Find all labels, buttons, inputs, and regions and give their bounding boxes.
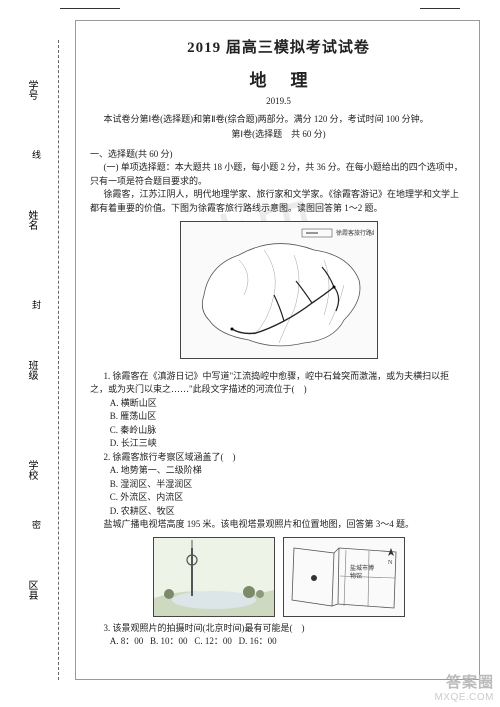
side-label-studentno: 学号 — [24, 80, 39, 100]
tv-tower-scene — [154, 538, 274, 616]
q2-opt-b: B. 湿润区、半湿润区 — [90, 478, 467, 492]
exam-date: 2019.5 — [90, 95, 467, 109]
q1-stem: 1. 徐霞客在《滇游日记》中写道"江流捣崆中愈骤，崆中石耸突而激湍，或为夫横扫以… — [90, 370, 467, 397]
q3-opt-a: A. 8：00 — [110, 636, 144, 646]
q2-opt-a: A. 地势第一、二级阶梯 — [90, 464, 467, 478]
figure-1-box: 徐霞客旅行路线 — [180, 221, 378, 359]
figure-2: 盐城市博 物馆 N — [90, 537, 467, 617]
side-label-school: 学校 — [24, 460, 39, 480]
china-map-svg: 徐霞客旅行路线 — [184, 225, 374, 355]
question-2: 2. 徐霞客旅行考察区域涵盖了( ) A. 地势第一、二级阶梯 B. 湿润区、半… — [90, 451, 467, 519]
svg-text:盐城市博: 盐城市博 — [350, 564, 374, 572]
q2-opt-d: D. 农耕区、牧区 — [90, 505, 467, 519]
q1-opt-a: A. 横断山区 — [90, 397, 467, 411]
q3-stem: 3. 该景观照片的拍摄时间(北京时间)最有可能是( ) — [90, 622, 467, 636]
svg-text:N: N — [388, 560, 393, 566]
q2-stem: 2. 徐霞客旅行考察区域涵盖了( ) — [90, 451, 467, 465]
intro-2: 盐城广播电视塔高度 195 米。该电视塔景观照片和位置地图，回答第 3～4 题。 — [90, 518, 467, 532]
exam-title: 2019 届高三模拟考试试卷 — [90, 37, 467, 60]
part1-heading: 第Ⅰ卷(选择题 共 60 分) — [90, 128, 467, 142]
section-1: 一、选择题(共 60 分) (一) 单项选择题：本大题共 18 小题，每小题 2… — [90, 148, 467, 216]
side-label-name: 姓名 — [24, 210, 39, 230]
binding-dashed-line — [58, 40, 59, 680]
section1-heading: 一、选择题(共 60 分) — [90, 148, 467, 162]
svg-text:物馆: 物馆 — [350, 572, 362, 580]
figure-1: 徐霞客旅行路线 — [90, 221, 467, 364]
q3-opt-c: C. 12：00 — [194, 636, 232, 646]
question-3: 3. 该景观照片的拍摄时间(北京时间)最有可能是( ) A. 8：00 B. 1… — [90, 622, 467, 649]
subject-title: 地理 — [90, 68, 467, 94]
section1-sub: (一) 单项选择题：本大题共 18 小题，每小题 2 分，共 36 分。在每小题… — [90, 161, 467, 188]
exam-page: 水印 学号 线 姓名 封 班级 学校 密 区县 2019 届高三模拟考试试卷 地… — [0, 0, 500, 707]
side-label-class: 班级 — [24, 360, 39, 380]
figure-2-left — [153, 537, 275, 617]
q1-opt-d: D. 长江三峡 — [90, 437, 467, 451]
seal-line-3: 密 — [30, 520, 43, 531]
q2-opt-c: C. 外流区、内流区 — [90, 491, 467, 505]
q3-opt-b: B. 10：00 — [150, 636, 188, 646]
q1-opt-c: C. 秦岭山脉 — [90, 424, 467, 438]
figure-1-caption: 徐霞客旅行路线 — [336, 229, 374, 237]
rule-line-right — [420, 8, 460, 9]
source-stamp: 答案圈 MXQE.COM — [434, 671, 494, 703]
q3-opt-d: D. 16：00 — [239, 636, 277, 646]
location-map: 盐城市博 物馆 N — [284, 538, 404, 616]
content-frame: 2019 届高三模拟考试试卷 地理 2019.5 本试卷分第Ⅰ卷(选择题)和第Ⅱ… — [75, 20, 480, 680]
stamp-line1: 答案圈 — [434, 671, 494, 692]
q1-opt-b: B. 雁荡山区 — [90, 410, 467, 424]
binding-margin: 学号 线 姓名 封 班级 学校 密 区县 — [24, 40, 68, 680]
seal-line-2: 封 — [30, 300, 43, 311]
seal-line-1: 线 — [30, 150, 43, 161]
exam-description: 本试卷分第Ⅰ卷(选择题)和第Ⅱ卷(综合题)两部分。满分 120 分，考试时间 1… — [90, 113, 467, 127]
q3-opts: A. 8：00 B. 10：00 C. 12：00 D. 16：00 — [90, 635, 467, 649]
rule-line-left — [60, 8, 120, 9]
question-1: 1. 徐霞客在《滇游日记》中写道"江流捣崆中愈骤，崆中石耸突而激湍，或为夫横扫以… — [90, 370, 467, 451]
figure-2-right: 盐城市博 物馆 N — [283, 537, 405, 617]
side-label-district: 区县 — [24, 580, 39, 600]
section1-intro: 徐霞客，江苏江阴人，明代地理学家、旅行家和文学家。《徐霞客游记》在地理学和文学上… — [90, 188, 467, 215]
stamp-line2: MXQE.COM — [434, 692, 494, 703]
